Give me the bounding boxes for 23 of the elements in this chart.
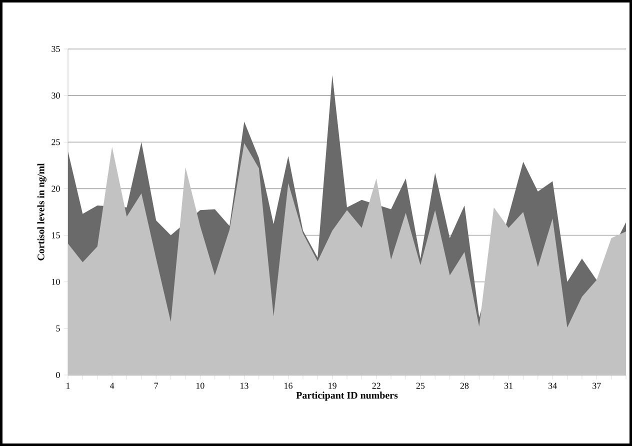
x-tick-label: 28 (460, 382, 469, 389)
y-tick-label: 35 (52, 46, 60, 52)
y-tick-label: 5 (56, 325, 60, 332)
x-tick-label: 31 (504, 382, 512, 389)
y-tick-label: 15 (52, 232, 60, 238)
y-tick-label: 10 (52, 278, 60, 285)
x-axis-title: Participant ID numbers (296, 392, 398, 401)
x-tick-label: 25 (416, 382, 425, 389)
y-axis-title: Cortisol levels in ng/ml (37, 163, 46, 260)
y-tick-label: 30 (52, 92, 60, 99)
x-tick-label: 1 (66, 382, 70, 389)
x-tick-label: 16 (284, 382, 292, 389)
x-tick-label: 22 (372, 382, 380, 389)
x-tick-label: 7 (154, 382, 158, 389)
x-tick-label: 13 (240, 382, 248, 389)
y-tick-label: 20 (52, 186, 60, 192)
y-tick-label: 25 (52, 139, 60, 146)
x-tick-label: 34 (548, 382, 557, 389)
x-tick-label: 4 (110, 382, 114, 389)
x-tick-label: 37 (592, 382, 601, 389)
x-tick-label: 19 (328, 382, 336, 389)
x-tick-label: 10 (196, 382, 204, 389)
y-tick-label: 0 (56, 372, 60, 378)
